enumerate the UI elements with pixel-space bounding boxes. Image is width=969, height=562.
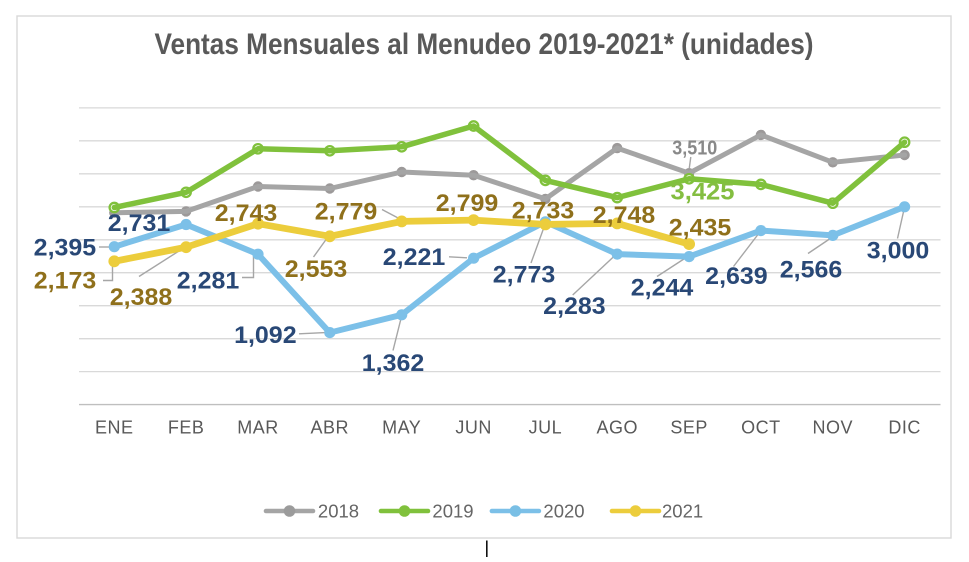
svg-text:2,283: 2,283 — [543, 293, 606, 320]
svg-text:2021: 2021 — [662, 501, 703, 522]
svg-text:OCT: OCT — [741, 418, 781, 438]
svg-text:2,221: 2,221 — [383, 244, 446, 271]
svg-text:2,244: 2,244 — [631, 275, 694, 302]
svg-text:2,799: 2,799 — [436, 190, 499, 217]
svg-text:SEP: SEP — [670, 418, 708, 438]
svg-text:MAR: MAR — [237, 418, 279, 438]
svg-text:3,510: 3,510 — [672, 138, 717, 160]
svg-text:ENE: ENE — [95, 418, 134, 438]
svg-text:1,092: 1,092 — [234, 322, 297, 349]
svg-text:NOV: NOV — [813, 418, 854, 438]
svg-text:FEB: FEB — [168, 418, 205, 438]
svg-text:2,743: 2,743 — [215, 200, 278, 227]
svg-text:AGO: AGO — [596, 418, 638, 438]
svg-text:2,748: 2,748 — [593, 202, 656, 229]
svg-text:2,281: 2,281 — [177, 268, 240, 295]
svg-text:2020: 2020 — [543, 501, 584, 522]
svg-text:2,773: 2,773 — [493, 262, 556, 289]
svg-text:MAY: MAY — [382, 418, 421, 438]
svg-text:2,731: 2,731 — [108, 210, 171, 237]
svg-text:3,425: 3,425 — [671, 179, 735, 206]
svg-text:2,173: 2,173 — [34, 268, 97, 295]
svg-text:JUN: JUN — [455, 418, 492, 438]
svg-text:2,553: 2,553 — [285, 256, 348, 283]
svg-text:2019: 2019 — [432, 501, 473, 522]
svg-text:2,639: 2,639 — [705, 263, 768, 290]
svg-text:2,733: 2,733 — [512, 198, 575, 225]
svg-text:2,566: 2,566 — [780, 257, 843, 284]
svg-text:2,435: 2,435 — [669, 215, 732, 242]
svg-text:Ventas Mensuales al Menudeo 20: Ventas Mensuales al Menudeo 2019-2021* (… — [155, 28, 814, 61]
svg-text:ABR: ABR — [311, 418, 350, 438]
svg-text:2018: 2018 — [318, 501, 359, 522]
svg-text:1,362: 1,362 — [362, 350, 425, 377]
svg-text:JUL: JUL — [529, 418, 563, 438]
svg-text:2,388: 2,388 — [110, 284, 173, 311]
svg-text:3,000: 3,000 — [867, 238, 930, 265]
svg-text:2,395: 2,395 — [34, 235, 97, 262]
svg-text:2,779: 2,779 — [315, 199, 378, 226]
svg-text:DIC: DIC — [888, 418, 921, 438]
